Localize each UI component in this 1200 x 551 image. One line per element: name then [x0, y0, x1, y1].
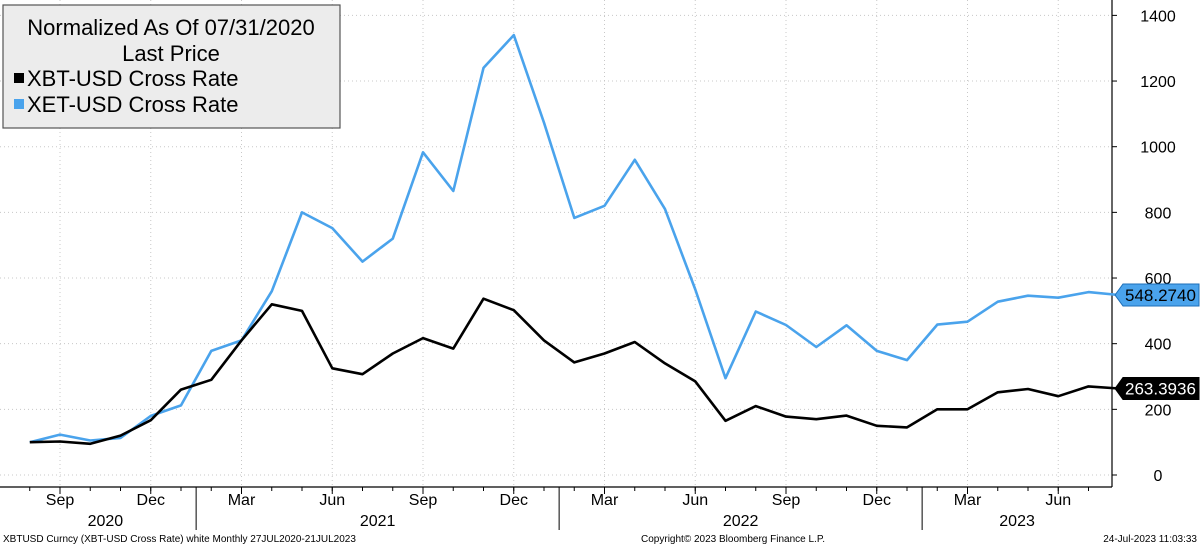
y-tick-label: 1400 — [1140, 8, 1176, 25]
x-year-label: 2022 — [723, 513, 759, 530]
footer-center: Copyright© 2023 Bloomberg Finance L.P. — [641, 534, 825, 545]
legend-label-xbt: XBT-USD Cross Rate — [27, 66, 239, 91]
legend: Normalized As Of 07/31/2020 Last Price X… — [2, 4, 341, 129]
x-tick-label: Jun — [1045, 492, 1071, 509]
grid-layer — [0, 0, 1112, 487]
y-tick-label: 0 — [1154, 468, 1163, 485]
badge-layer: 263.3936 548.2740 — [1114, 283, 1200, 401]
legend-box — [2, 4, 341, 129]
chart-title: Normalized As Of 07/31/2020 — [27, 15, 314, 40]
y-tick-label: 1200 — [1140, 74, 1176, 91]
series-line-xbt — [29, 297, 1119, 446]
chart-subtitle: Last Price — [122, 41, 220, 66]
series-layer — [29, 33, 1119, 446]
legend-swatch-xet — [14, 99, 24, 109]
x-tick-label: Sep — [46, 492, 75, 509]
x-tick-label: Sep — [409, 492, 438, 509]
footer-right: 24-Jul-2023 11:03:33 — [1103, 534, 1197, 545]
x-year-label: 2023 — [999, 513, 1035, 530]
series-line-xet — [29, 33, 1119, 444]
y-tick-label: 800 — [1145, 205, 1172, 222]
badge-shape — [1114, 377, 1200, 401]
x-tick-label: Dec — [500, 492, 528, 509]
legend-label-xet: XET-USD Cross Rate — [27, 92, 239, 117]
x-tick-label: Mar — [591, 492, 619, 509]
badge-value: 548.2740 — [1125, 286, 1196, 305]
badge-shape — [1114, 283, 1200, 307]
x-year-label: 2020 — [88, 513, 124, 530]
x-tick-label: Mar — [228, 492, 256, 509]
legend-swatch-xbt — [14, 73, 24, 83]
footer-left: XBTUSD Curncy (XBT-USD Cross Rate) white… — [3, 534, 356, 545]
x-tick-label: Jun — [319, 492, 345, 509]
x-tick-label: Jun — [682, 492, 708, 509]
y-tick-label: 400 — [1145, 337, 1172, 354]
x-tick-label: Dec — [137, 492, 165, 509]
x-tick-label: Mar — [954, 492, 982, 509]
x-year-label: 2021 — [360, 513, 396, 530]
last-value-badge-xet: 548.2740 — [1114, 283, 1200, 307]
last-value-badge-xbt: 263.3936 — [1114, 377, 1200, 401]
y-tick-label: 200 — [1145, 402, 1172, 419]
footer: XBTUSD Curncy (XBT-USD Cross Rate) white… — [3, 534, 1197, 545]
x-tick-label: Dec — [863, 492, 891, 509]
badge-value: 263.3936 — [1125, 380, 1196, 399]
y-tick-label: 1000 — [1140, 140, 1176, 157]
x-tick-label: Sep — [772, 492, 801, 509]
